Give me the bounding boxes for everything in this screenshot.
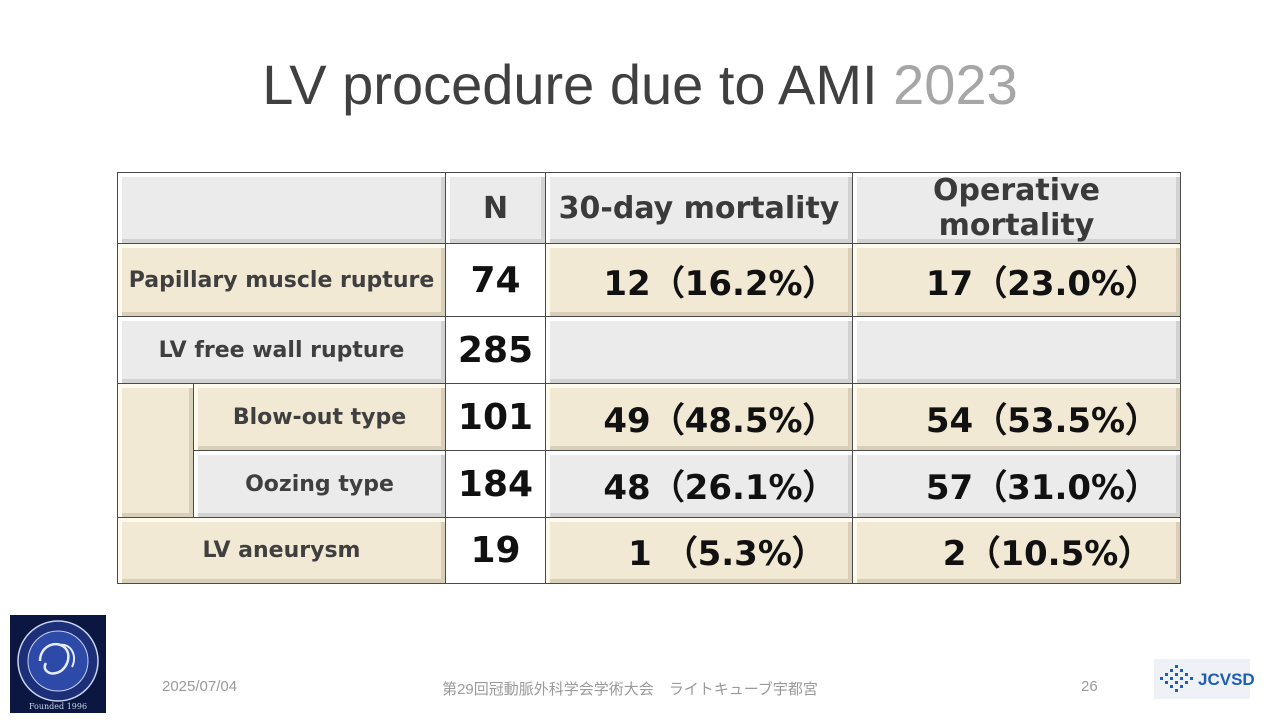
row-label: Oozing type <box>193 450 446 518</box>
value: 17（23.0%） <box>925 263 1160 304</box>
slide-title: LV procedure due to AMI 2023 <box>0 52 1280 117</box>
value: 54（53.5%） <box>925 400 1160 441</box>
row-30-day-mortality <box>545 316 853 384</box>
row-n: 184 <box>445 450 546 518</box>
table-row: Oozing type 184 48（26.1%） 57（31.0%） <box>118 450 1181 518</box>
row-n: 19 <box>445 517 546 584</box>
title-year: 2023 <box>893 53 1018 116</box>
footer-date: 2025/07/04 <box>162 678 238 695</box>
table-row: LV free wall rupture 285 <box>117 316 1181 384</box>
header-row: N 30-day mortality Operative mortality <box>117 172 1181 244</box>
header-operative-mortality: Operative mortality <box>852 172 1181 244</box>
row-n: 74 <box>445 243 546 317</box>
indent-cell <box>117 383 194 518</box>
row-operative-mortality: 2（10.5%） <box>852 517 1181 584</box>
value: 57（31.0%） <box>925 467 1160 508</box>
row-n: 285 <box>445 316 546 384</box>
jcvsd-text: JCVSD <box>1198 670 1255 689</box>
table-row: Papillary muscle rupture 74 12（16.2%） 17… <box>117 243 1181 317</box>
header-n: N <box>445 172 546 244</box>
value: 2（10.5%） <box>942 534 1153 574</box>
row-operative-mortality <box>852 316 1181 384</box>
founded-text: Founded 1996 <box>29 702 87 711</box>
value: 48（26.1%） <box>603 467 837 508</box>
title-main: LV procedure due to AMI <box>262 53 878 116</box>
association-logo: Founded 1996 <box>10 615 106 713</box>
row-label: Papillary muscle rupture <box>117 243 446 317</box>
row-label: LV aneurysm <box>117 517 446 584</box>
footer-event: 第29回冠動脈外科学会学術大会 ライトキューブ宇都宮 <box>442 681 818 698</box>
jcvsd-logo: JCVSD <box>1154 659 1255 699</box>
dots-icon <box>1160 665 1193 692</box>
row-label: Blow-out type <box>193 383 446 451</box>
row-operative-mortality: 57（31.0%） <box>852 450 1181 518</box>
row-n: 101 <box>445 383 546 451</box>
row-30-day-mortality: 48（26.1%） <box>545 450 853 518</box>
row-30-day-mortality: 1 （5.3%） <box>545 517 853 584</box>
footer-page-number: 26 <box>1081 678 1098 695</box>
row-30-day-mortality: 12（16.2%） <box>545 243 853 317</box>
row-30-day-mortality: 49（48.5%） <box>545 383 853 451</box>
row-operative-mortality: 17（23.0%） <box>852 243 1181 317</box>
row-label: LV free wall rupture <box>117 316 446 384</box>
results-table: N 30-day mortality Operative mortality P… <box>117 172 1181 584</box>
value: 12（16.2%） <box>603 263 837 304</box>
table-row: Blow-out type 101 49（48.5%） 54（53.5%） <box>117 383 1181 518</box>
header-empty-cell <box>117 172 446 244</box>
value: 1 （5.3%） <box>628 534 826 574</box>
value: 49（48.5%） <box>603 400 837 441</box>
header-30-day-mortality: 30-day mortality <box>545 172 853 244</box>
row-operative-mortality: 54（53.5%） <box>852 383 1181 451</box>
table-row: LV aneurysm 19 1 （5.3%） 2（10.5%） <box>117 517 1181 584</box>
